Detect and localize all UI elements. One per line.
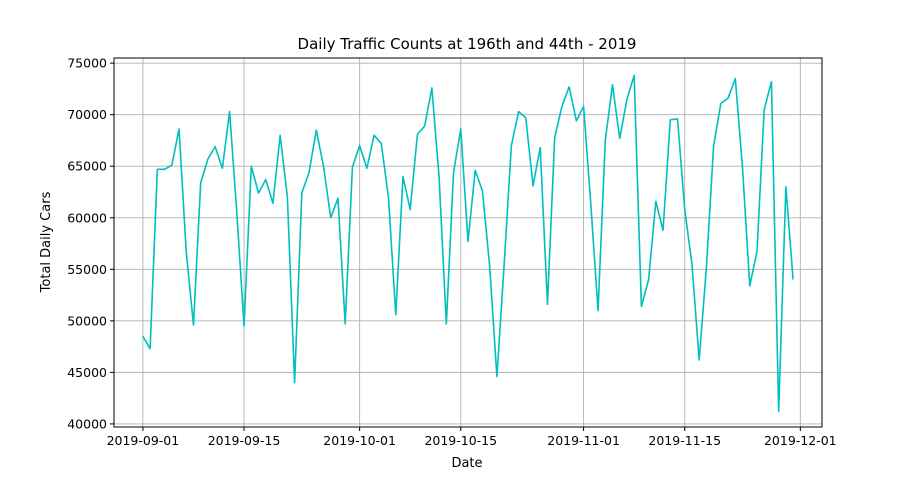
chart-title: Daily Traffic Counts at 196th and 44th -…: [298, 35, 637, 53]
x-tick-label: 2019-10-01: [323, 433, 396, 448]
y-tick-label: 40000: [67, 416, 107, 431]
y-tick-label: 70000: [67, 107, 107, 122]
x-axis-ticks: 2019-09-01 2019-09-15 2019-10-01 2019-10-15…: [107, 427, 837, 448]
y-axis-label: Total Daily Cars: [39, 191, 54, 293]
series-line-0: [142, 74, 794, 413]
x-tick-label: 2019-10-15: [424, 433, 497, 448]
x-tick-label: 2019-09-01: [107, 433, 180, 448]
y-tick-label: 60000: [67, 210, 107, 225]
y-tick-label: 55000: [67, 262, 107, 277]
y-axis-ticks: 40000 45000 50000 55000 60000 65000 70000 75000: [67, 56, 114, 431]
plot-frame: [113, 57, 823, 428]
grid-lines: [114, 58, 822, 427]
y-tick-label: 75000: [67, 56, 107, 71]
y-tick-label: 65000: [67, 159, 107, 174]
x-axis-label: Date: [451, 456, 482, 471]
y-tick-label: 45000: [67, 365, 107, 380]
y-tick-label: 50000: [67, 313, 107, 328]
x-tick-label: 2019-11-15: [648, 433, 721, 448]
data-series: [142, 74, 794, 413]
x-tick-label: 2019-11-01: [547, 433, 620, 448]
x-tick-label: 2019-12-01: [764, 433, 837, 448]
x-tick-label: 2019-09-15: [208, 433, 281, 448]
